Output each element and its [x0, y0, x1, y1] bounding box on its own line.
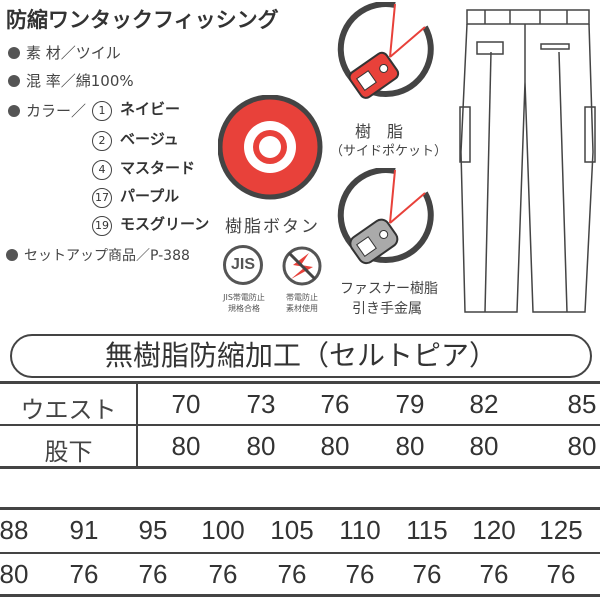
bullet-icon: [8, 105, 20, 117]
table-border: [0, 507, 600, 510]
antistatic-caption-1: 帯電防止: [286, 293, 318, 302]
waist-cell: 70: [171, 389, 201, 419]
blend-text: 混 率／綿100%: [26, 72, 134, 90]
waist-cell: 79: [395, 389, 425, 419]
jis-caption-2: 規格合格: [228, 304, 260, 313]
color-number: 19: [92, 216, 112, 236]
color-number: 2: [92, 131, 112, 151]
color-label-text: カラー／: [26, 102, 87, 120]
product-title: 防縮ワンタックフィッシング: [6, 8, 279, 32]
fastener-sublabel: 引き手金属: [352, 301, 422, 317]
row-label-inseam: 股下: [44, 438, 93, 466]
table-border: [0, 466, 600, 469]
fastener-zipper-icon: [337, 168, 434, 265]
waist-cell: 120: [472, 515, 516, 545]
color-number: 1: [92, 101, 112, 121]
inseam-cell: 76: [69, 559, 99, 589]
jis-caption: JIS帯電防止 規格合格: [218, 292, 270, 314]
jis-caption-1: JIS帯電防止: [223, 293, 265, 302]
waist-cell: 105: [270, 515, 314, 545]
bullet-icon: [8, 75, 20, 87]
antistatic-icon: [282, 246, 322, 286]
bullet-icon: [8, 47, 20, 59]
color-number: 17: [92, 188, 112, 208]
waist-cell: 125: [539, 515, 583, 545]
button-label: 樹脂ボタン: [225, 217, 320, 237]
table-column-divider: [136, 383, 138, 467]
inseam-cell: 76: [138, 559, 168, 589]
spec-material: 素 材／ツイル: [8, 42, 121, 63]
inseam-cell: 76: [345, 559, 375, 589]
inseam-cell: 80: [171, 431, 201, 461]
inseam-cell: 76: [479, 559, 509, 589]
color-number: 4: [92, 160, 112, 180]
row-label-waist: ウエスト: [20, 396, 117, 424]
waist-cell: 73: [246, 389, 276, 419]
color-item: 17 パープル: [92, 185, 179, 208]
color-item: 19 モスグリーン: [92, 213, 209, 236]
waist-cell: 76: [320, 389, 350, 419]
waist-cell: 95: [138, 515, 168, 545]
fastener-label: ファスナー樹脂: [340, 281, 438, 297]
waist-cell: 91: [69, 515, 99, 545]
material-text: 素 材／ツイル: [26, 44, 121, 62]
color-name: ネイビー: [120, 100, 181, 118]
waist-cell: 100: [201, 515, 245, 545]
pants-illustration: [459, 9, 596, 313]
inseam-cell: 80: [567, 431, 597, 461]
inseam-cell: 80: [395, 431, 425, 461]
spec-setup: セットアップ商品／P-388: [6, 245, 190, 265]
color-name: モスグリーン: [120, 215, 210, 233]
waist-cell: 85: [567, 389, 597, 419]
antistatic-caption-2: 素材使用: [286, 304, 318, 313]
inseam-cell: 80: [246, 431, 276, 461]
side-pocket-zipper-icon: [337, 2, 434, 99]
inseam-cell: 76: [546, 559, 576, 589]
waist-cell: 115: [406, 515, 448, 545]
color-item: 4 マスタード: [92, 157, 195, 180]
waist-cell: 110: [339, 515, 381, 545]
color-name: パープル: [120, 187, 180, 205]
inseam-cell: 80: [320, 431, 350, 461]
bullet-icon: [6, 249, 18, 261]
waist-cell: 88: [0, 515, 29, 545]
inseam-cell: 80: [0, 559, 29, 589]
spec-blend: 混 率／綿100%: [8, 70, 134, 91]
inseam-cell: 76: [208, 559, 238, 589]
button-illustration: [218, 95, 323, 200]
table-border: [0, 594, 600, 597]
spec-color-label: カラー／: [8, 100, 86, 121]
color-name: マスタード: [120, 159, 196, 177]
side-pocket-label: 樹 脂: [355, 122, 404, 141]
color-name: ベージュ: [120, 130, 179, 148]
jis-logo: JIS: [223, 245, 263, 285]
table-divider: [0, 552, 600, 554]
table-border: [0, 381, 600, 384]
inseam-cell: 76: [277, 559, 307, 589]
setup-text: セットアップ商品／P-388: [24, 248, 190, 264]
waist-cell: 82: [469, 389, 499, 419]
antistatic-caption: 帯電防止 素材使用: [278, 292, 326, 314]
table-divider: [0, 424, 600, 426]
processing-banner: 無樹脂防縮加工（セルトピア）: [10, 334, 592, 378]
color-item: 1 ネイビー: [92, 98, 180, 121]
color-item: 2 ベージュ: [92, 128, 179, 151]
inseam-cell: 80: [469, 431, 499, 461]
inseam-cell: 76: [412, 559, 442, 589]
side-pocket-sublabel: （サイドポケット）: [330, 144, 448, 159]
